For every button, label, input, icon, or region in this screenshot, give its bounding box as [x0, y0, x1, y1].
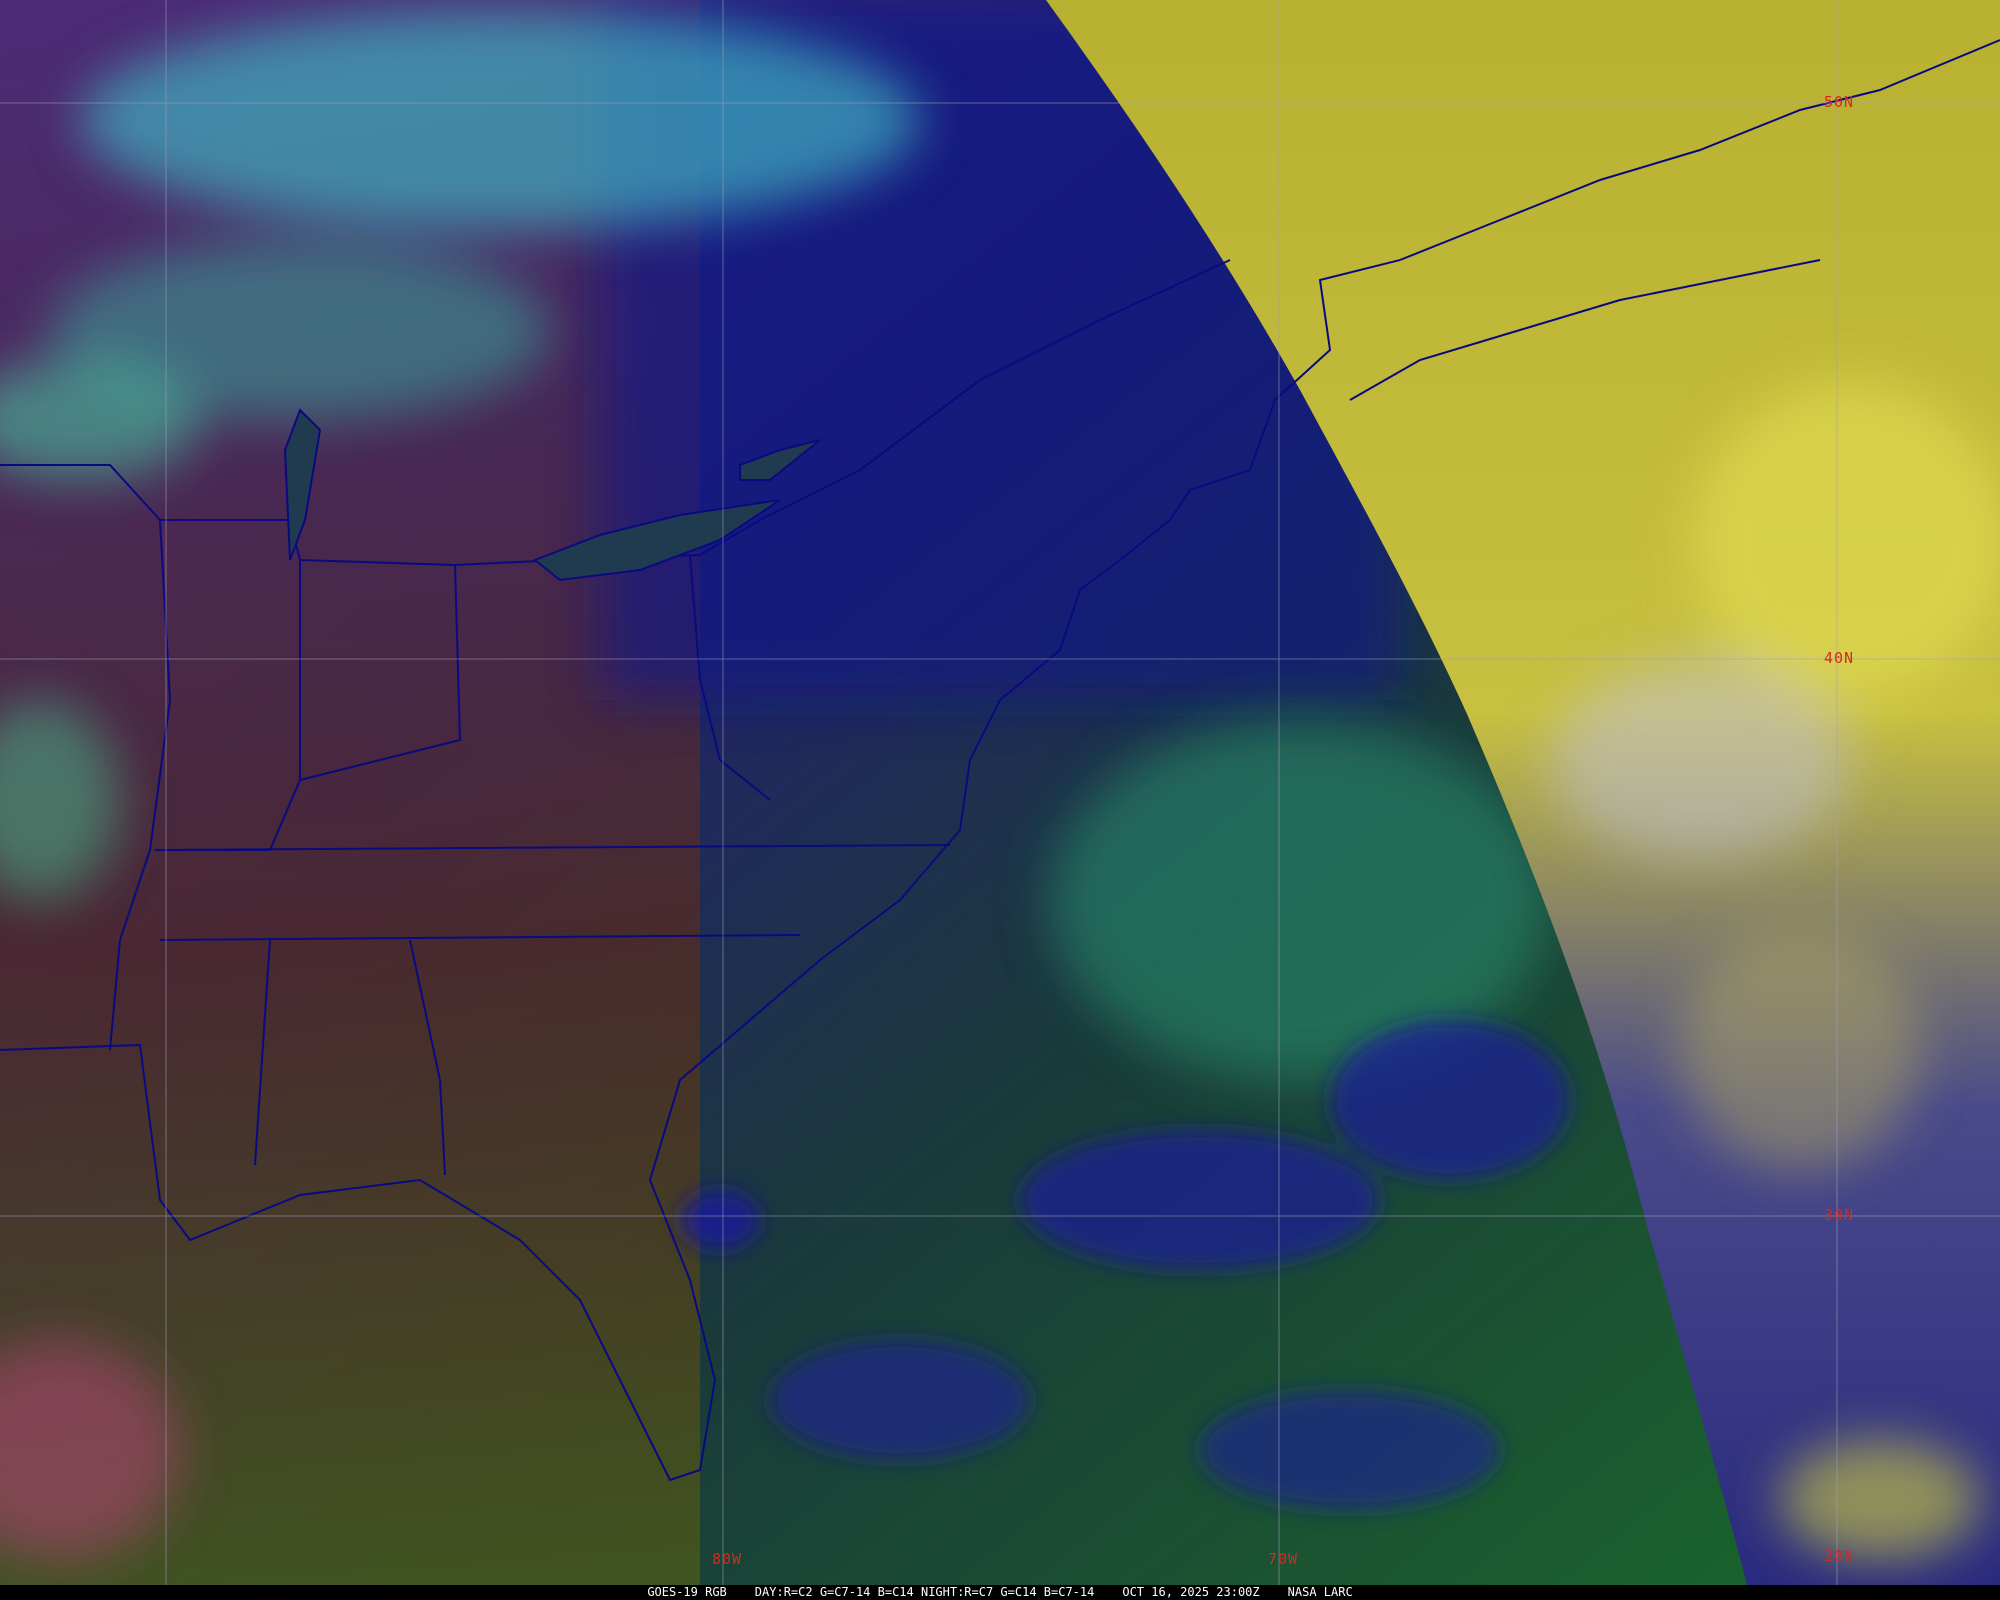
satellite-name: GOES-19 RGB	[647, 1585, 727, 1599]
lat-label-50n: 50N	[1824, 93, 1855, 111]
political-boundaries	[0, 39, 2000, 1482]
great-lakes	[283, 408, 821, 582]
day-side-region	[1046, 0, 2000, 1585]
image-caption-bar: GOES-19 RGB DAY:R=C2 G=C7-14 B=C14 NIGHT:…	[0, 1585, 2000, 1600]
lon-label-80w: 80W	[712, 1550, 743, 1568]
lon-label-70w: 70W	[1268, 1550, 1299, 1568]
lat-label-20n: 20N	[1824, 1547, 1855, 1565]
lat-label-30n: 30N	[1824, 1206, 1855, 1224]
timestamp: OCT 16, 2025 23:00Z	[1122, 1585, 1260, 1599]
ocean-cloud-patches	[680, 1020, 1570, 1510]
source-credit: NASA LARC	[1287, 1585, 1353, 1599]
lat-label-40n: 40N	[1824, 649, 1855, 667]
cloud-band-north	[0, 10, 1550, 1560]
rgb-recipe: DAY:R=C2 G=C7-14 B=C14 NIGHT:R=C7 G=C14 …	[754, 1585, 1095, 1599]
day-clouds	[1550, 380, 2000, 1560]
